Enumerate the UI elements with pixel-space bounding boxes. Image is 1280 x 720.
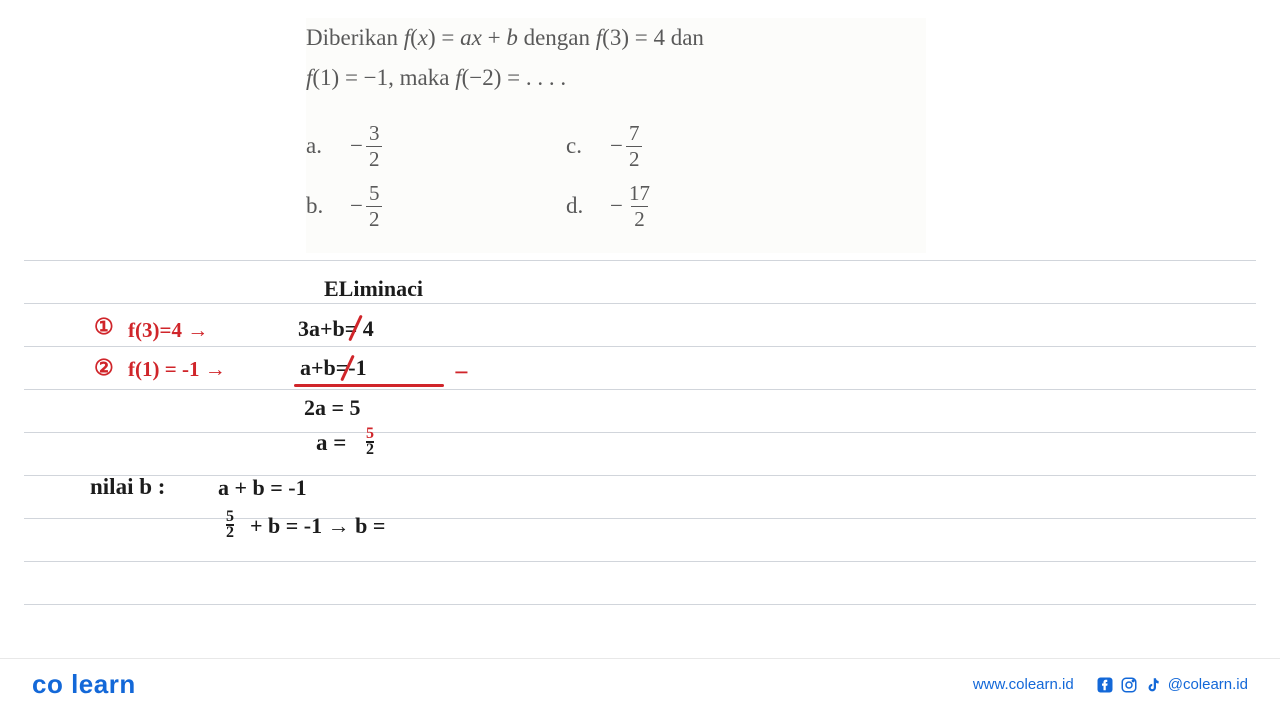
handwriting-text: − <box>454 358 469 388</box>
handwriting-text: ② <box>94 355 114 381</box>
handwriting-text: 3a+b= 4 <box>298 316 374 342</box>
rule-line <box>24 475 1256 476</box>
rule-line <box>24 518 1256 519</box>
option-a: a. −32 <box>306 116 566 176</box>
colearn-logo: co learn <box>32 669 136 700</box>
footer-url: www.colearn.id <box>973 676 1074 693</box>
ruled-paper-area <box>0 260 1280 630</box>
rule-line <box>24 389 1256 390</box>
social-icons: @colearn.id <box>1096 676 1248 694</box>
handwriting-text: f(3)=4 → <box>128 318 208 343</box>
instagram-icon <box>1120 676 1138 694</box>
handwriting-text: a = <box>316 430 346 456</box>
handwriting-text: f(1) = -1 → <box>128 357 226 382</box>
rule-line <box>24 561 1256 562</box>
handwriting-text: ① <box>94 314 114 340</box>
rule-line <box>24 432 1256 433</box>
handwriting-fraction: 52 <box>226 508 234 541</box>
handwriting-text: 2a = 5 <box>304 395 361 421</box>
handwriting-text: a + b = -1 <box>218 475 307 501</box>
option-b: b. −52 <box>306 176 566 236</box>
rule-line <box>24 260 1256 261</box>
problem-line-2: f(1) = −1, maka f(−2) = . . . . <box>306 58 926 98</box>
options-grid: a. −32 b. −52 c. −72 d. −172 <box>306 116 926 236</box>
option-d: d. −172 <box>566 176 826 236</box>
social-handle: @colearn.id <box>1168 676 1248 693</box>
handwriting-text: a+b=-1 <box>300 355 367 381</box>
elimination-underline <box>294 384 444 387</box>
rule-line <box>24 303 1256 304</box>
footer-bar: co learn www.colearn.id @colearn.id <box>0 658 1280 720</box>
problem-line-1: Diberikan f(x) = ax + b dengan f(3) = 4 … <box>306 18 926 58</box>
handwriting-text: ELiminaci <box>324 276 423 302</box>
handwriting-fraction: 52 <box>366 425 374 458</box>
handwriting-text: + b = -1 → b = <box>250 513 385 539</box>
rule-line <box>24 604 1256 605</box>
facebook-icon <box>1096 676 1114 694</box>
problem-statement: Diberikan f(x) = ax + b dengan f(3) = 4 … <box>306 18 926 253</box>
tiktok-icon <box>1144 676 1162 694</box>
handwriting-text: nilai b : <box>90 474 165 500</box>
rule-line <box>24 346 1256 347</box>
option-c: c. −72 <box>566 116 826 176</box>
